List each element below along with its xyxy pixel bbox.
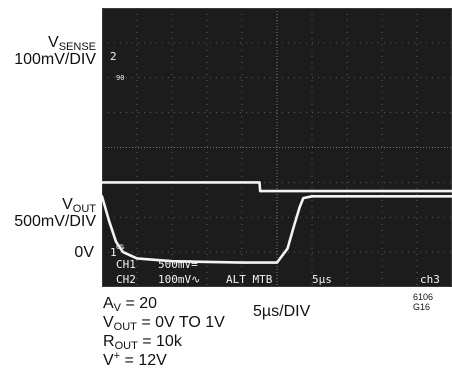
readout-ch1: CH1 [116, 258, 136, 271]
condition-vout-value: = 0V TO 1V [136, 314, 225, 331]
graticule [102, 8, 452, 287]
condition-vout-sub: OUT [113, 321, 137, 333]
ch1-zero-label: 0V [0, 244, 94, 261]
condition-av-base: A [103, 295, 114, 312]
condition-av-sub: V [113, 302, 122, 314]
ch1-zero-text: 0V [74, 244, 94, 261]
condition-rout-value: = 10k [137, 333, 182, 350]
condition-vplus-sup: + [113, 350, 121, 362]
condition-vplus: V+ = 12V [103, 351, 167, 370]
condition-av: AV = 20 [103, 294, 158, 314]
ch1-label: VOUT 500mV/DIV [0, 196, 96, 230]
condition-vplus-value: = 12V [120, 352, 167, 369]
trace-vsense [102, 181, 452, 193]
condition-rout-sub: OUT [114, 340, 138, 352]
traces [102, 181, 452, 264]
pct-0-mark: 0% [116, 243, 125, 251]
readout-mode: ALT MTB [226, 273, 273, 286]
readout-ch2-scale: 100mV∿ [158, 273, 200, 286]
ch2-marker: 2 [110, 50, 117, 63]
ch2-label-sub: SENSE [58, 41, 96, 53]
ch1-scale: 500mV/DIV [14, 213, 96, 230]
condition-vout: VOUT = 0V TO 1V [103, 313, 225, 333]
condition-vplus-base: V [103, 352, 114, 369]
figure-id: 6106 G16 [413, 292, 434, 312]
readout-ch1-scale: 500mV= [158, 258, 198, 271]
ch2-label: VSENSE 100mV/DIV [0, 34, 96, 68]
condition-rout-base: R [103, 333, 115, 350]
condition-vout-base: V [103, 314, 114, 331]
ch2-label-base: V [48, 34, 59, 51]
readout-ch2: CH2 [116, 273, 136, 286]
readout-time: 5µs [312, 273, 332, 286]
ch1-label-sub: OUT [72, 203, 96, 215]
ch2-scale: 100mV/DIV [14, 51, 96, 68]
ch1-label-base: V [62, 196, 73, 213]
timebase-label: 5µs/DIV [253, 303, 311, 320]
condition-rout: ROUT = 10k [103, 332, 182, 352]
oscilloscope-screen: 2 1 90 0% CH1 500mV= CH2 100mV∿ ALT MTB … [102, 8, 452, 287]
condition-av-value: = 20 [121, 295, 158, 312]
ch1-marker: 1 [110, 246, 117, 259]
scope-plot: 2 1 90 0% CH1 500mV= CH2 100mV∿ ALT MTB … [102, 8, 452, 287]
pct-100-mark: 90 [116, 74, 124, 82]
trace-vout [102, 195, 452, 264]
readout-trigger: ch3 [420, 273, 440, 286]
